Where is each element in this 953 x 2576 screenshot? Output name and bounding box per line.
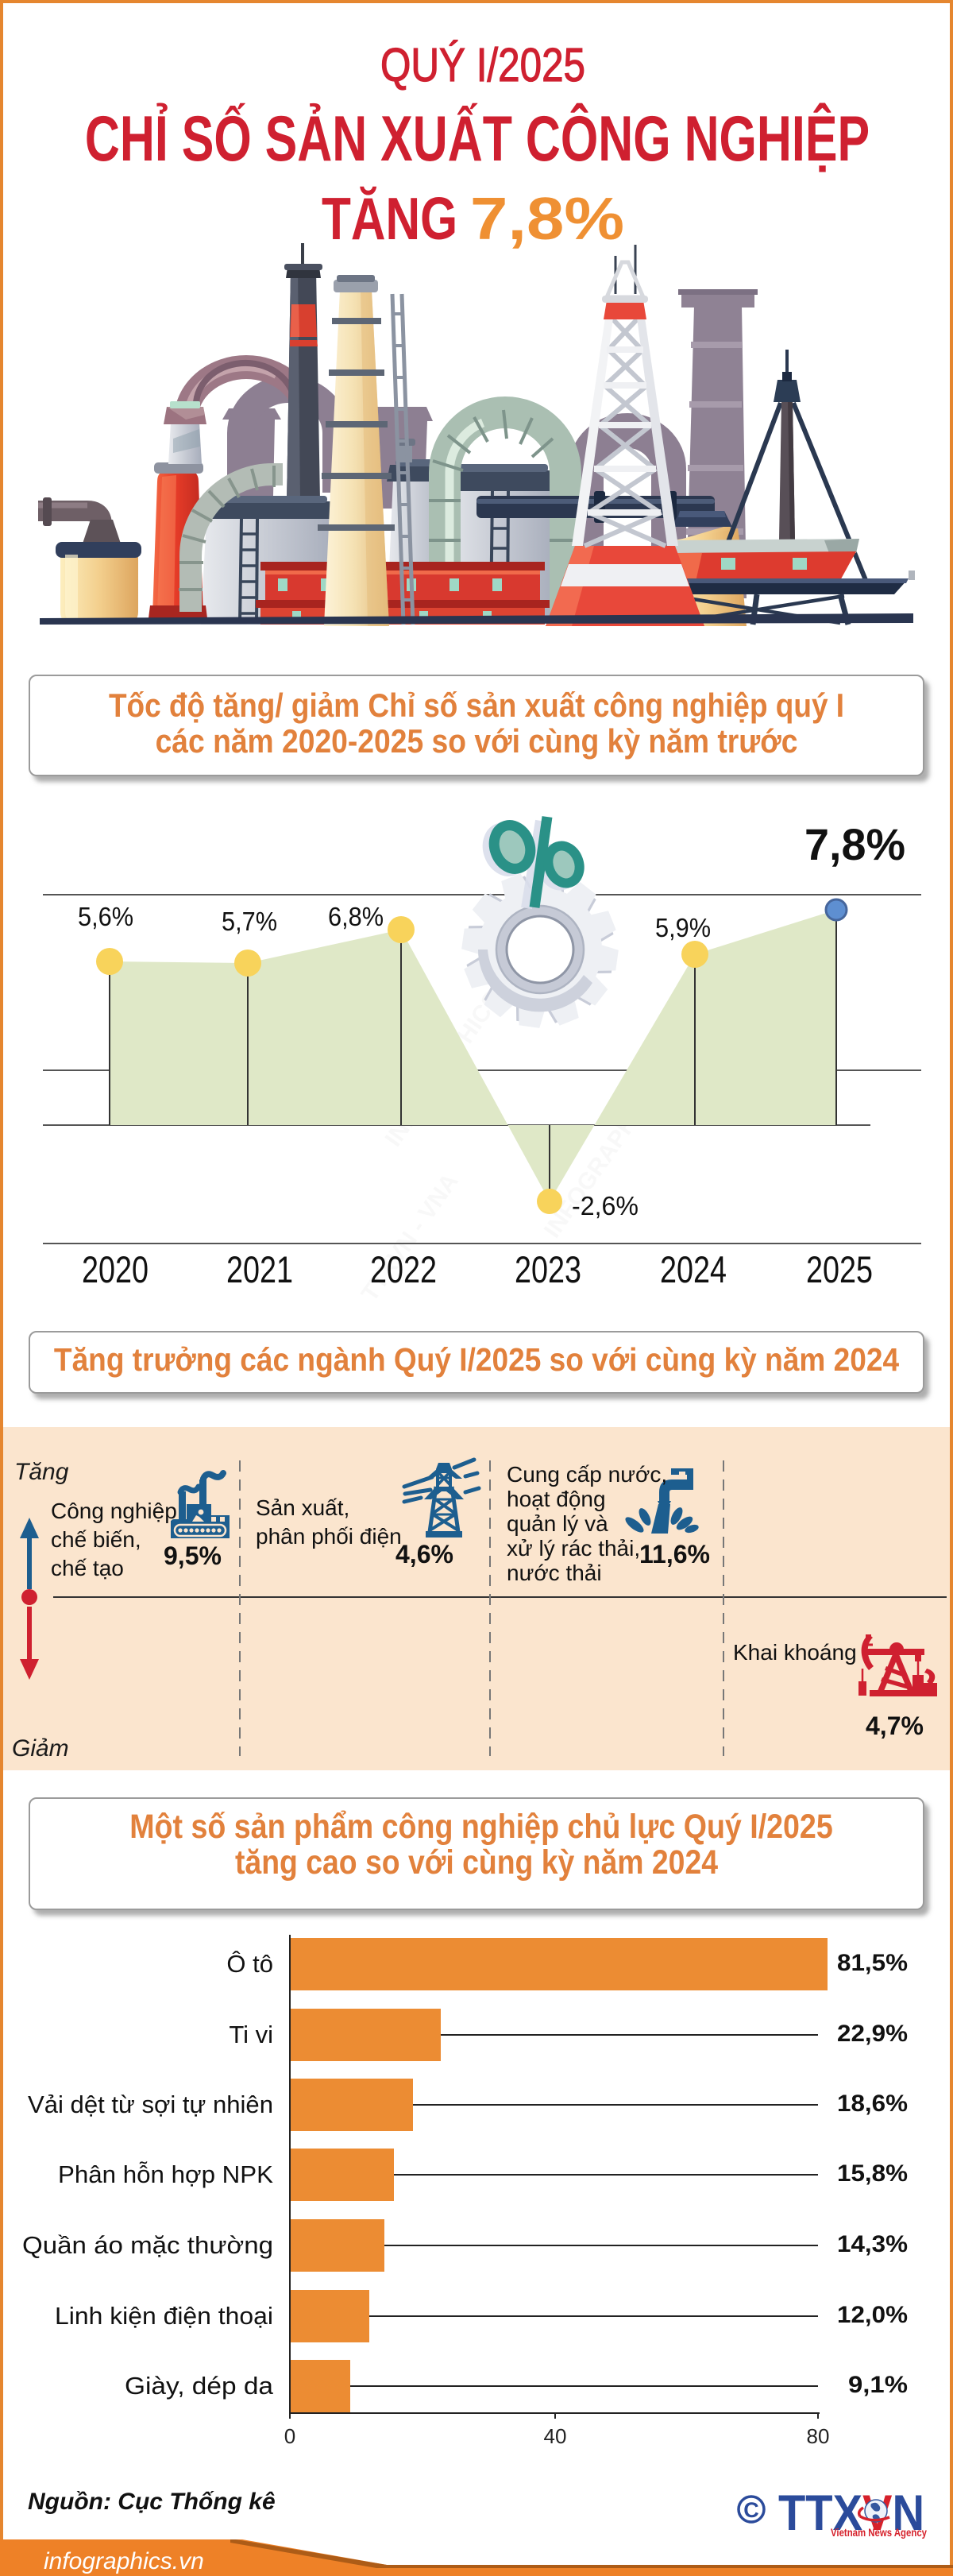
- svg-text:TTXVN: TTXVN: [778, 2485, 924, 2541]
- svg-text:5,7%: 5,7%: [222, 907, 277, 936]
- svg-text:14,3%: 14,3%: [837, 2231, 908, 2257]
- svg-text:12,0%: 12,0%: [837, 2302, 908, 2328]
- svg-text:7,8%: 7,8%: [804, 819, 905, 869]
- svg-text:2025: 2025: [806, 1248, 873, 1290]
- svg-text:2024: 2024: [660, 1248, 727, 1290]
- svg-text:5,9%: 5,9%: [655, 913, 711, 942]
- svg-text:5,6%: 5,6%: [78, 902, 133, 931]
- svg-text:80: 80: [807, 2424, 830, 2448]
- svg-text:Vietnam News Agency: Vietnam News Agency: [831, 2527, 927, 2539]
- svg-text:infographics.vn: infographics.vn: [44, 2548, 204, 2574]
- svg-text:-2,6%: -2,6%: [572, 1191, 639, 1220]
- svg-text:Giày, dép da: Giày, dép da: [125, 2372, 274, 2400]
- svg-text:6,8%: 6,8%: [328, 902, 384, 931]
- svg-text:Quần áo mặc thường: Quần áo mặc thường: [22, 2231, 273, 2259]
- svg-text:81,5%: 81,5%: [837, 1950, 908, 1976]
- svg-text:Ti vi: Ti vi: [229, 2021, 273, 2048]
- svg-text:40: 40: [544, 2424, 567, 2448]
- svg-text:2023: 2023: [515, 1248, 581, 1290]
- svg-text:2020: 2020: [82, 1248, 149, 1290]
- svg-text:2021: 2021: [226, 1248, 293, 1290]
- svg-text:Ô tô: Ô tô: [226, 1950, 273, 1978]
- svg-text:22,9%: 22,9%: [837, 2021, 908, 2047]
- svg-text:Phân hỗn hợp NPK: Phân hỗn hợp NPK: [58, 2160, 273, 2188]
- svg-text:15,8%: 15,8%: [837, 2160, 908, 2187]
- svg-text:Vải dệt từ sợi tự nhiên: Vải dệt từ sợi tự nhiên: [28, 2091, 273, 2118]
- svg-text:2022: 2022: [370, 1248, 437, 1290]
- svg-text:Linh kiện điện thoại: Linh kiện điện thoại: [55, 2302, 273, 2330]
- svg-text:0: 0: [284, 2424, 295, 2448]
- svg-text:9,1%: 9,1%: [848, 2372, 908, 2398]
- svg-text:C: C: [743, 2498, 759, 2522]
- svg-text:18,6%: 18,6%: [837, 2091, 908, 2117]
